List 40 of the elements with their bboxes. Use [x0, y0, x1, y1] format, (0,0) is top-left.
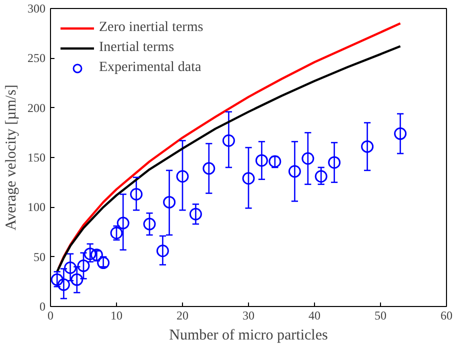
- y-tick-label: 100: [28, 200, 46, 214]
- point: [176, 170, 189, 183]
- point: [361, 140, 374, 153]
- x-tick-label: 30: [242, 308, 254, 322]
- x-tick-label: 60: [440, 308, 452, 322]
- point: [242, 172, 255, 185]
- point: [314, 170, 328, 183]
- point: [202, 162, 216, 175]
- y-tick-label: 200: [28, 100, 46, 115]
- y-tick-label: 150: [28, 150, 46, 164]
- point: [116, 216, 130, 230]
- legend-label: Zero inertial terms: [99, 20, 204, 36]
- point: [189, 208, 202, 220]
- point: [163, 196, 176, 208]
- point: [156, 244, 169, 258]
- x-tick-label: 20: [176, 308, 188, 322]
- point: [288, 165, 301, 178]
- x-tick-label: 50: [374, 308, 386, 322]
- x-tick-label: 40: [308, 308, 320, 322]
- y-tick-label: 50: [34, 250, 46, 264]
- legend-label: Inertial terms: [99, 40, 174, 56]
- point: [222, 134, 235, 147]
- point: [302, 152, 314, 165]
- legend-label: Experimental data: [99, 60, 202, 76]
- point: [57, 278, 70, 291]
- point: [143, 218, 156, 230]
- point: [84, 248, 96, 260]
- point: [130, 188, 143, 200]
- x-tick-label: 10: [110, 308, 122, 322]
- point: [394, 127, 407, 140]
- point: [77, 260, 90, 272]
- point: [110, 226, 123, 240]
- point: [328, 156, 341, 169]
- point: [268, 155, 282, 168]
- y-tick-label: 0: [40, 300, 46, 314]
- x-axis-title: Number of micro particles: [169, 328, 328, 344]
- y-tick-label: 300: [28, 2, 46, 16]
- y-axis-title: Average velocity [µm/s]: [4, 84, 20, 230]
- y-tick-label: 250: [28, 51, 46, 66]
- point: [255, 154, 268, 167]
